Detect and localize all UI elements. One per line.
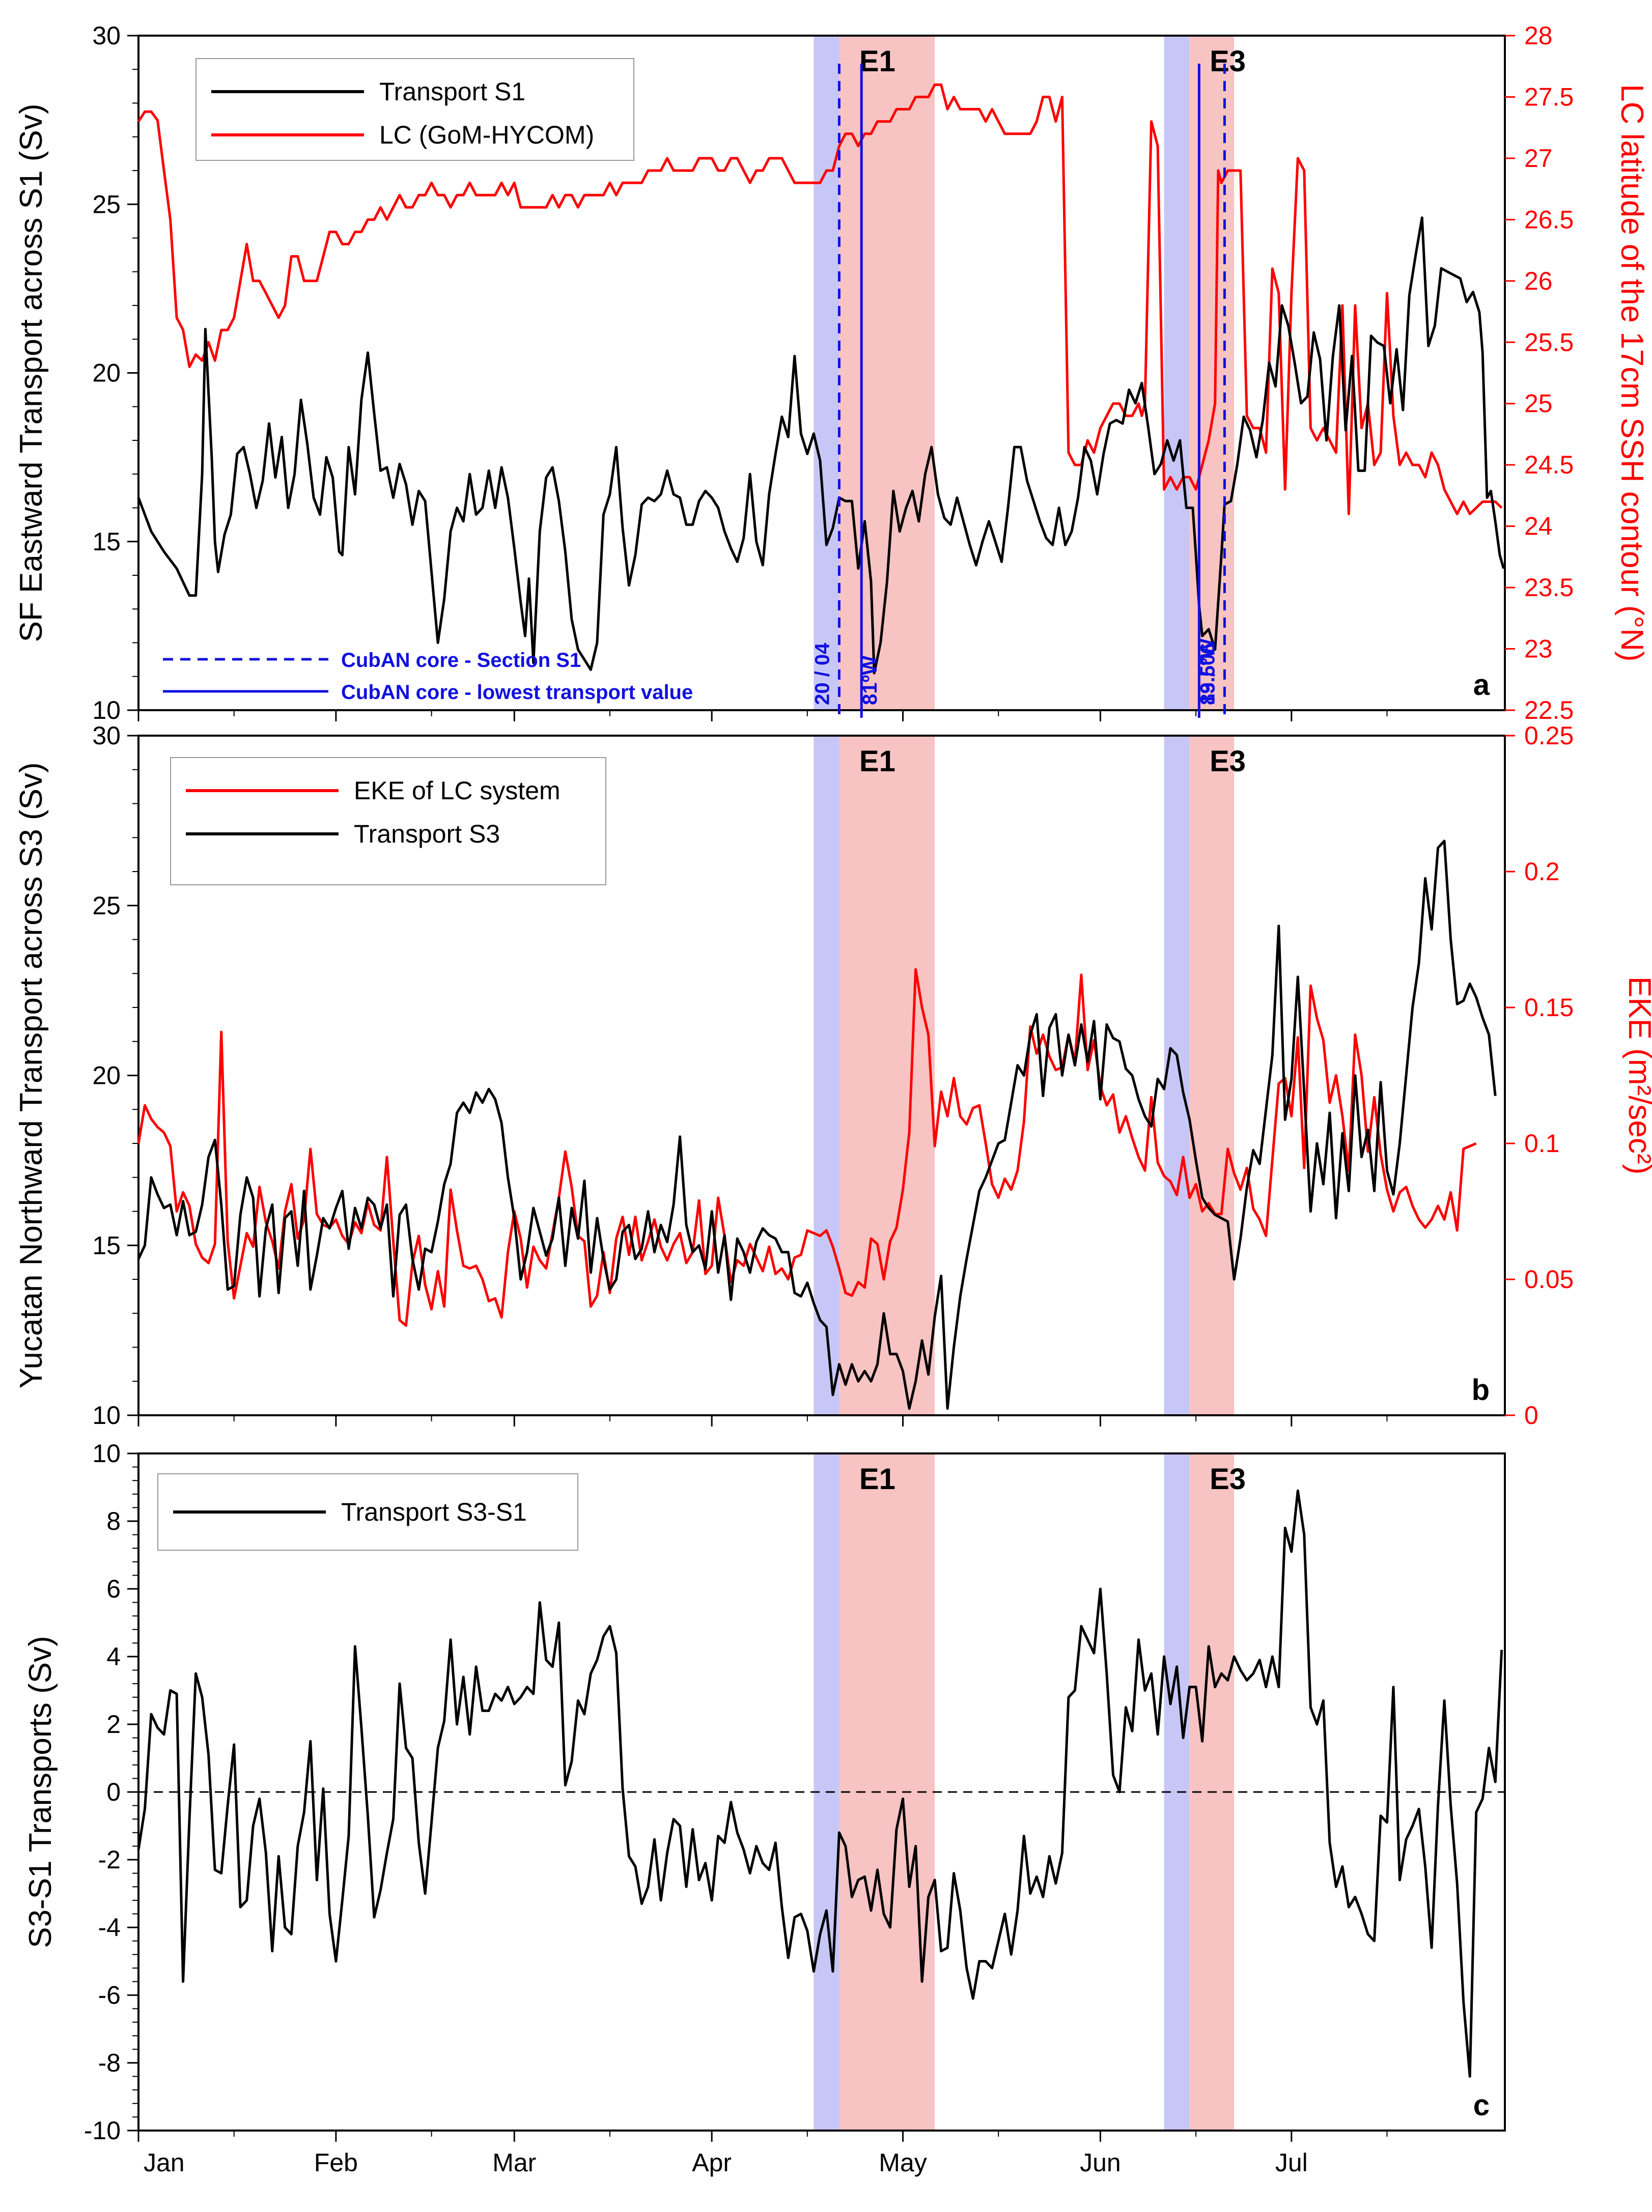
y-tick-label-right: 23.5 [1524,573,1574,602]
event-label: E3 [1210,745,1246,778]
y-tick-label-right: 28 [1524,21,1553,50]
y-tick-label-right: 24.5 [1524,451,1574,479]
y-tick-label-left: 8 [106,1507,121,1535]
event-pre-band [1164,36,1190,710]
series-eke [137,968,1477,1327]
y-tick-label-left: 25 [92,891,121,920]
series-transport-s3 [137,839,1497,1410]
marker-label: 20 / 04 [811,642,833,705]
marker-legend-label: CubAN core - lowest transport value [341,681,693,704]
y-axis-label-left: SF Eastward Transport across S1 (Sv) [14,104,49,642]
y-tick-label-right: 0.15 [1524,993,1574,1022]
event-band [839,36,935,710]
y-tick-label-left: 2 [106,1710,121,1739]
legend-box [195,58,634,161]
y-tick-label-left: 10 [92,1439,121,1468]
y-tick-label-right: 0 [1524,1401,1538,1430]
event-label: E3 [1210,45,1246,78]
y-tick-label-left: 15 [92,527,121,556]
panel-letter: a [1473,668,1490,702]
y-tick-label-left: 30 [92,721,121,750]
y-tick-label-right: 25.5 [1524,328,1574,356]
marker-label: 83.5ºW [1196,639,1219,705]
y-tick-label-right: 25 [1524,389,1553,418]
marker-label: 81ºW [859,656,881,705]
y-tick-label-right: 26 [1524,267,1553,295]
x-tick-label: Feb [314,2148,358,2177]
y-tick-label-right: 22.5 [1524,696,1574,724]
y-tick-label-left: 15 [92,1231,121,1259]
panel-c: E1 E3 -10 -8 -6 -4 -2 0 2 4 6 8 10 S3-S1 Transports (… [23,1439,1506,2145]
x-tick-label: May [879,2148,927,2177]
y-tick-label-left: 10 [92,696,121,724]
y-tick-label-left: -8 [98,2049,121,2077]
x-tick-label: Jul [1275,2148,1308,2177]
event-band [1189,736,1235,1415]
x-tick-label: Apr [692,2148,732,2177]
panel-b: E1 E3 10 15 20 25 30 Yucatan Northward Transpor… [14,721,1652,1430]
y-tick-label-right: 0.25 [1524,721,1574,750]
y-tick-label-right: 27 [1524,144,1553,173]
legend-label: LC (GoM-HYCOM) [379,121,594,149]
y-tick-label-right: 24 [1524,512,1553,541]
y-tick-label-left: 20 [92,1061,121,1090]
x-tick-label: Jan [144,2148,185,2177]
y-tick-label-right: 0.2 [1524,857,1560,886]
y-tick-label-right: 26.5 [1524,205,1574,234]
series-transport-s3-minus-s1 [137,1489,1503,2078]
y-tick-label-left: 25 [92,190,121,218]
event-label: E1 [859,45,895,78]
y-tick-label-left: 20 [92,359,121,387]
legend-label: Transport S1 [379,77,525,106]
legend-box [170,757,606,885]
event-pre-band [814,736,839,1415]
event-pre-band [814,36,839,710]
event-band [1189,36,1235,710]
marker-legend-label: CubAN core - Section S1 [341,649,581,671]
y-tick-label-right: 23 [1524,635,1553,663]
x-tick-label: Jun [1080,2148,1121,2177]
y-tick-label-left: 6 [106,1575,121,1603]
y-tick-label-right: 0.05 [1524,1265,1574,1294]
y-tick-label-left: 30 [92,21,121,50]
y-tick-label-left: -10 [84,2116,121,2145]
panel-letter: c [1473,2089,1490,2122]
y-tick-label-right: 27.5 [1524,82,1574,111]
event-label: E3 [1210,1463,1246,1496]
event-label: E1 [859,1463,895,1496]
series-lc-latitude [137,83,1503,515]
x-tick-label: Mar [492,2148,536,2177]
y-tick-label-left: 10 [92,1401,121,1430]
y-tick-label-left: 0 [106,1778,121,1806]
y-tick-label-left: -6 [98,1981,121,2009]
panel-a: E1 E3 10 15 20 25 30 SF Eastward Transport acro… [14,21,1649,724]
event-label: E1 [859,745,895,778]
y-axis-label-right: EKE (m²/sec²) [1622,976,1652,1174]
y-axis-label-left: S3-S1 Transports (Sv) [23,1636,58,1948]
y-tick-label-right: 0.1 [1524,1129,1560,1158]
legend-label: Transport S3-S1 [341,1498,527,1526]
y-tick-label-left: 4 [106,1642,121,1671]
y-tick-label-left: -2 [98,1845,121,1874]
y-tick-label-left: -4 [98,1913,121,1942]
legend-label: Transport S3 [354,820,500,848]
x-axis: Jan Feb Mar Apr May Jun Jul [144,2148,1308,2177]
event-band [839,736,935,1415]
legend-label: EKE of LC system [354,776,561,805]
y-axis-label-left: Yucatan Northward Transport across S3 (S… [14,762,49,1388]
y-axis-label-right: LC latitude of the 17cm SSH contour (°N) [1614,84,1649,661]
panel-letter: b [1472,1374,1490,1407]
marker-label: 19 / 06 [1196,643,1219,705]
event-pre-band [1164,736,1190,1415]
